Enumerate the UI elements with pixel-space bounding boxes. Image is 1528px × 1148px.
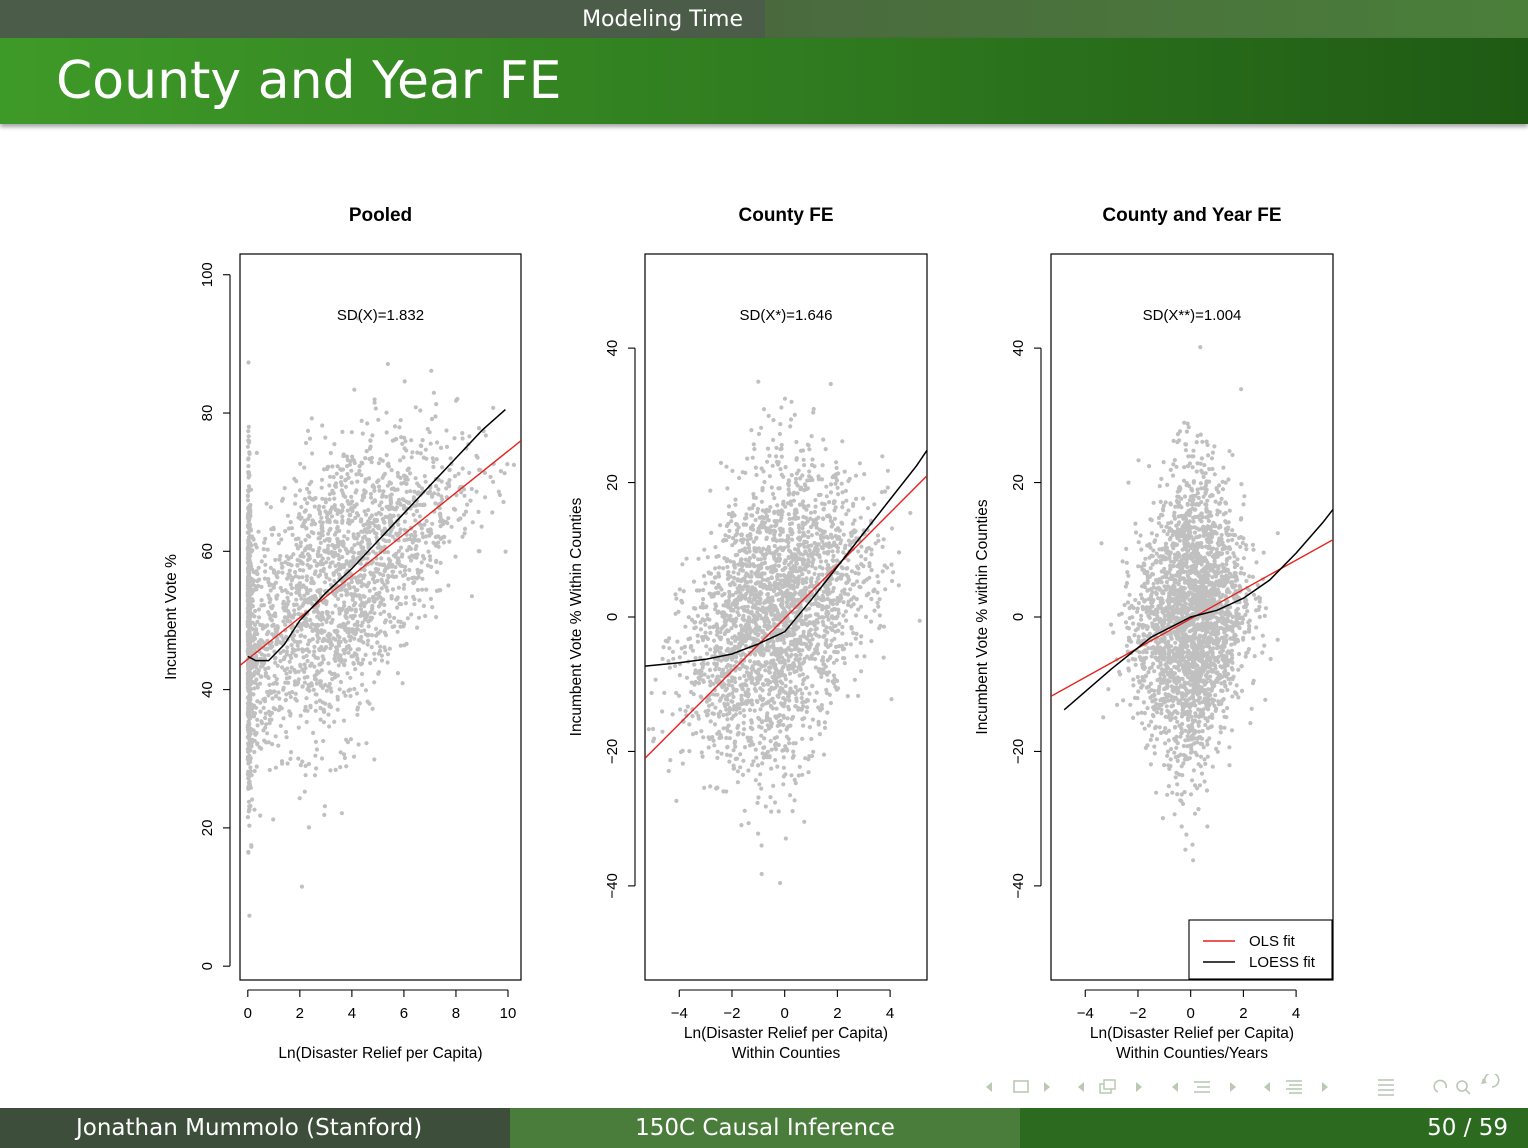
section-prev-icon[interactable]	[1172, 1082, 1178, 1092]
y-tick-label: 0	[604, 613, 621, 621]
y-axis-label: Incumbent Vote % Within Counties	[568, 497, 585, 736]
x-axis-label: Within Counties/Years	[1116, 1045, 1268, 1062]
x-tick-label: 2	[1239, 1005, 1247, 1022]
x-tick-label: −4	[671, 1005, 688, 1022]
ols-fit-line	[240, 440, 521, 666]
x-tick-label: 6	[400, 1005, 408, 1022]
loess-fit-line	[1063, 508, 1333, 711]
y-tick-label: 40	[1010, 340, 1027, 357]
y-tick-label: 40	[604, 340, 621, 357]
plot-frame	[644, 253, 928, 981]
y-tick-label: 100	[199, 262, 216, 287]
sd-annotation: SD(X*)=1.646	[740, 307, 833, 324]
doc-prev-icon[interactable]	[1264, 1082, 1270, 1092]
subsection-next-icon[interactable]	[1136, 1082, 1142, 1092]
panel-title: Pooled	[349, 205, 412, 226]
frame-icon[interactable]	[1013, 1080, 1029, 1093]
legend-entry: LOESS fit	[1249, 954, 1316, 971]
x-tick-label: 4	[348, 1005, 356, 1022]
plot-frame	[239, 253, 522, 981]
footer-page-number: 50 / 59	[1427, 1115, 1508, 1141]
y-tick-label: 20	[199, 820, 216, 837]
x-tick-label: 0	[244, 1005, 252, 1022]
y-tick-label: −20	[1010, 739, 1027, 764]
x-axis-label: Ln(Disaster Relief per Capita)	[684, 1025, 888, 1042]
footer-author: Jonathan Mummolo (Stanford)	[0, 1108, 510, 1148]
section-navigation-bar: Modeling Time	[0, 0, 1528, 38]
legend-entry: OLS fit	[1249, 933, 1296, 950]
legend-box	[1188, 919, 1333, 980]
subsection-icon[interactable]	[1099, 1079, 1116, 1094]
section-icon[interactable]	[1194, 1081, 1210, 1093]
x-tick-label: −2	[723, 1005, 740, 1022]
x-tick-label: 10	[500, 1005, 517, 1022]
loess-fit-line	[645, 449, 927, 667]
y-tick-label: 0	[1010, 613, 1027, 621]
scatter-points	[245, 316, 516, 918]
x-axis-label: Ln(Disaster Relief per Capita)	[1090, 1025, 1294, 1042]
y-tick-label: 0	[199, 962, 216, 970]
x-tick-label: 8	[452, 1005, 460, 1022]
panel-title: County and Year FE	[1102, 205, 1281, 226]
beamer-navigation-symbols	[980, 1074, 1520, 1100]
search-icon[interactable]	[1433, 1079, 1471, 1095]
y-axis-label: Incumbent Vote % within Counties	[974, 499, 991, 734]
y-axis-label: Incumbent Vote %	[163, 554, 180, 680]
x-tick-label: 0	[1187, 1005, 1195, 1022]
footer-bar: Jonathan Mummolo (Stanford) 150C Causal …	[0, 1108, 1528, 1148]
doc-icon[interactable]	[1286, 1080, 1302, 1094]
section-next-icon[interactable]	[1230, 1082, 1236, 1092]
scatter-points	[1099, 345, 1280, 863]
y-tick-label: −20	[604, 739, 621, 764]
toc-icon[interactable]	[1378, 1079, 1394, 1096]
back-icon[interactable]	[1481, 1074, 1500, 1088]
x-tick-label: 2	[296, 1005, 304, 1022]
y-tick-label: 80	[199, 405, 216, 422]
y-tick-label: 20	[604, 474, 621, 491]
ols-fit-line	[1051, 539, 1333, 697]
frame-next-icon[interactable]	[1044, 1082, 1050, 1092]
x-tick-label: −4	[1077, 1005, 1094, 1022]
y-tick-label: 40	[199, 681, 216, 698]
x-tick-label: −2	[1129, 1005, 1146, 1022]
y-tick-label: −40	[604, 873, 621, 898]
x-tick-label: 4	[886, 1005, 894, 1022]
subsection-prev-icon[interactable]	[1078, 1082, 1084, 1092]
frame-title-bar: County and Year FE	[0, 38, 1528, 124]
footer-course-text: 150C Causal Inference	[635, 1115, 895, 1141]
chart-figure: Pooled SD(X)=1.832 0 2 4 6 8 10 Ln(Disaster Reli…	[163, 205, 1334, 1062]
loess-fit-line	[247, 409, 506, 662]
scatter-points	[645, 379, 922, 886]
x-tick-label: 0	[781, 1005, 789, 1022]
ols-fit-line	[645, 475, 927, 759]
section-title[interactable]: Modeling Time	[0, 0, 765, 38]
sd-annotation: SD(X)=1.832	[337, 307, 424, 324]
y-tick-label: 60	[199, 543, 216, 560]
x-tick-label: 4	[1292, 1005, 1300, 1022]
footer-page: 50 / 59	[1020, 1108, 1528, 1148]
footer-author-text: Jonathan Mummolo (Stanford)	[76, 1115, 423, 1141]
x-tick-label: 2	[833, 1005, 841, 1022]
plot-frame	[1050, 253, 1334, 981]
y-tick-label: 20	[1010, 474, 1027, 491]
frame-prev-icon[interactable]	[986, 1082, 992, 1092]
sd-annotation: SD(X**)=1.004	[1143, 307, 1242, 324]
x-axis-label: Ln(Disaster Relief per Capita)	[278, 1045, 482, 1062]
section-label: Modeling Time	[582, 7, 743, 32]
doc-next-icon[interactable]	[1322, 1082, 1328, 1092]
y-tick-label: −40	[1010, 873, 1027, 898]
x-axis-label: Within Counties	[732, 1045, 841, 1062]
panel-title: County FE	[739, 205, 834, 226]
footer-course: 150C Causal Inference	[510, 1108, 1020, 1148]
frame-title: County and Year FE	[56, 51, 562, 111]
